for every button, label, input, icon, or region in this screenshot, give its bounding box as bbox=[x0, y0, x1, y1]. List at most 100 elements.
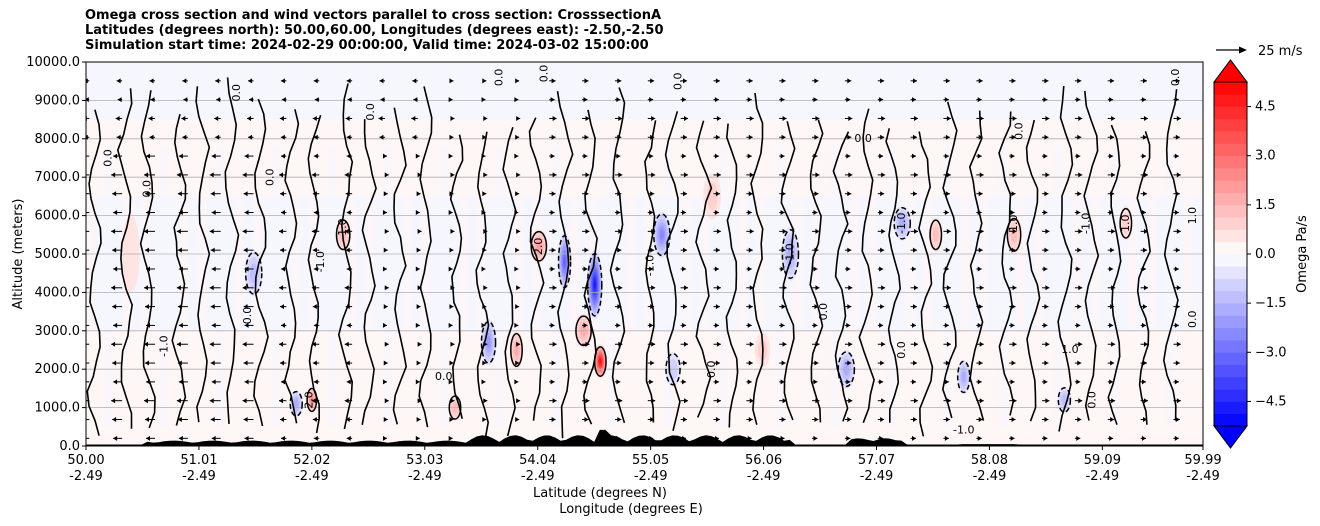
wind-vector-head bbox=[176, 398, 181, 404]
wind-vector-head bbox=[1143, 341, 1148, 347]
wind-vector-head bbox=[1110, 247, 1115, 253]
wind-vector-head bbox=[945, 191, 950, 197]
y-tick-label: 4000.0 bbox=[35, 285, 81, 300]
contour-line-zero bbox=[139, 90, 156, 429]
wind-vector-head bbox=[149, 78, 154, 84]
wind-vector-head bbox=[584, 191, 589, 197]
wind-vector-head bbox=[313, 379, 318, 385]
contour-line-zero bbox=[1162, 89, 1179, 421]
wind-vector-head bbox=[1077, 360, 1082, 366]
x-tick-label-lon: -2.49 bbox=[634, 469, 668, 484]
wind-vector-head bbox=[780, 379, 785, 385]
wind-vector-head bbox=[515, 417, 520, 423]
x-tick-label-lat: 55.05 bbox=[632, 453, 669, 468]
wind-vector-head bbox=[683, 134, 688, 140]
wind-vector-head bbox=[584, 134, 589, 140]
colorbar-tick-label: 1.5 bbox=[1255, 198, 1276, 213]
wind-vector-head bbox=[481, 97, 486, 103]
wind-vector-head bbox=[384, 172, 389, 178]
wind-vector-head bbox=[782, 341, 787, 347]
wind-vector-head bbox=[382, 322, 387, 328]
wind-vector-head bbox=[248, 78, 253, 84]
wind-vector-head bbox=[684, 285, 689, 291]
x-tick-label-lon: -2.49 bbox=[973, 469, 1007, 484]
x-tick-label-lon: -2.49 bbox=[521, 469, 555, 484]
wind-vector-head bbox=[684, 228, 689, 234]
contour-line-negative bbox=[781, 229, 800, 279]
contour-line-zero bbox=[1136, 131, 1151, 425]
wind-vector-head bbox=[247, 115, 252, 121]
wind-vector-head bbox=[683, 191, 688, 197]
wind-vector-head bbox=[112, 304, 117, 310]
wind-vector-head bbox=[113, 322, 118, 328]
wind-vector-head bbox=[1175, 247, 1180, 253]
wind-vector-head bbox=[312, 304, 317, 310]
wind-vector-head bbox=[1011, 78, 1016, 84]
contour-label: -1.0 bbox=[314, 251, 327, 272]
wind-vector-head bbox=[682, 379, 687, 385]
wind-vector-head bbox=[384, 228, 389, 234]
wind-vector-head bbox=[176, 285, 181, 291]
omega-column-stripe bbox=[905, 146, 914, 427]
wind-vector-head bbox=[79, 191, 83, 196]
wind-vector-head bbox=[1078, 285, 1083, 291]
wind-vector-head bbox=[583, 153, 588, 159]
wind-vector-head bbox=[209, 172, 214, 178]
wind-vector-head bbox=[481, 435, 486, 441]
wind-vector-head bbox=[346, 266, 351, 272]
y-tick-label: 0.0 bbox=[59, 439, 80, 454]
wind-vector-head bbox=[846, 210, 851, 216]
contour-line-zero bbox=[307, 114, 322, 434]
wind-vector-head bbox=[914, 398, 919, 404]
wind-vector-head bbox=[1045, 115, 1050, 121]
wind-vector-head bbox=[847, 134, 852, 140]
contour-line-zero bbox=[418, 86, 433, 428]
wind-vector-head bbox=[682, 97, 687, 103]
contour-label: 0.0 bbox=[895, 341, 908, 359]
contour-label: 1.0 bbox=[336, 218, 349, 236]
wind-vector-head bbox=[550, 153, 555, 159]
wind-vector-head bbox=[1076, 322, 1081, 328]
wind-vector-head bbox=[683, 360, 688, 366]
wind-vector-head bbox=[113, 266, 118, 272]
wind-vector-head bbox=[111, 341, 116, 347]
contour-label: 0.0 bbox=[140, 180, 153, 198]
wind-vector-head bbox=[1077, 191, 1082, 197]
wind-vector-head bbox=[448, 97, 453, 103]
wind-vector-head bbox=[714, 153, 719, 159]
wind-vector-head bbox=[881, 285, 886, 291]
wind-vector-head bbox=[978, 304, 983, 310]
wind-vector-head bbox=[415, 435, 420, 441]
contour-line-positive bbox=[593, 346, 607, 377]
wind-vector-head bbox=[483, 341, 488, 347]
contour-label: 1.0 bbox=[1186, 207, 1199, 225]
wind-vector-head bbox=[944, 322, 949, 328]
wind-vector-head bbox=[1109, 97, 1114, 103]
contour-label: 0.0 bbox=[230, 84, 243, 102]
contour-line-zero bbox=[116, 88, 134, 429]
wind-vector-head bbox=[1012, 172, 1017, 178]
wind-vector-head bbox=[618, 285, 623, 291]
wind-vector-head bbox=[618, 172, 623, 178]
contour-line-zero bbox=[609, 87, 626, 424]
wind-vector-head bbox=[551, 360, 556, 366]
wind-vector-head bbox=[1044, 134, 1049, 140]
wind-vector-head bbox=[914, 115, 919, 121]
colorbar-level bbox=[1214, 266, 1247, 279]
y-tick-label: 6000.0 bbox=[35, 209, 81, 224]
wind-vector-head bbox=[846, 322, 851, 328]
wind-vector-head bbox=[1043, 97, 1048, 103]
wind-vector-head bbox=[311, 341, 316, 347]
wind-vector-head bbox=[1175, 134, 1180, 140]
omega-column-stripe bbox=[458, 146, 467, 427]
x-tick-label-lat: 50.00 bbox=[67, 453, 104, 468]
wind-vector-head bbox=[912, 322, 917, 328]
wind-vector-head bbox=[112, 247, 117, 253]
wind-vector-head bbox=[616, 379, 621, 385]
wind-vector-head bbox=[747, 266, 752, 272]
y-axis-label: Altitude (meters) bbox=[11, 199, 26, 310]
wind-vector-head bbox=[682, 153, 687, 159]
omega-column-stripe bbox=[1016, 146, 1026, 427]
wind-vector-head bbox=[813, 435, 818, 441]
wind-vector-head bbox=[449, 304, 454, 310]
